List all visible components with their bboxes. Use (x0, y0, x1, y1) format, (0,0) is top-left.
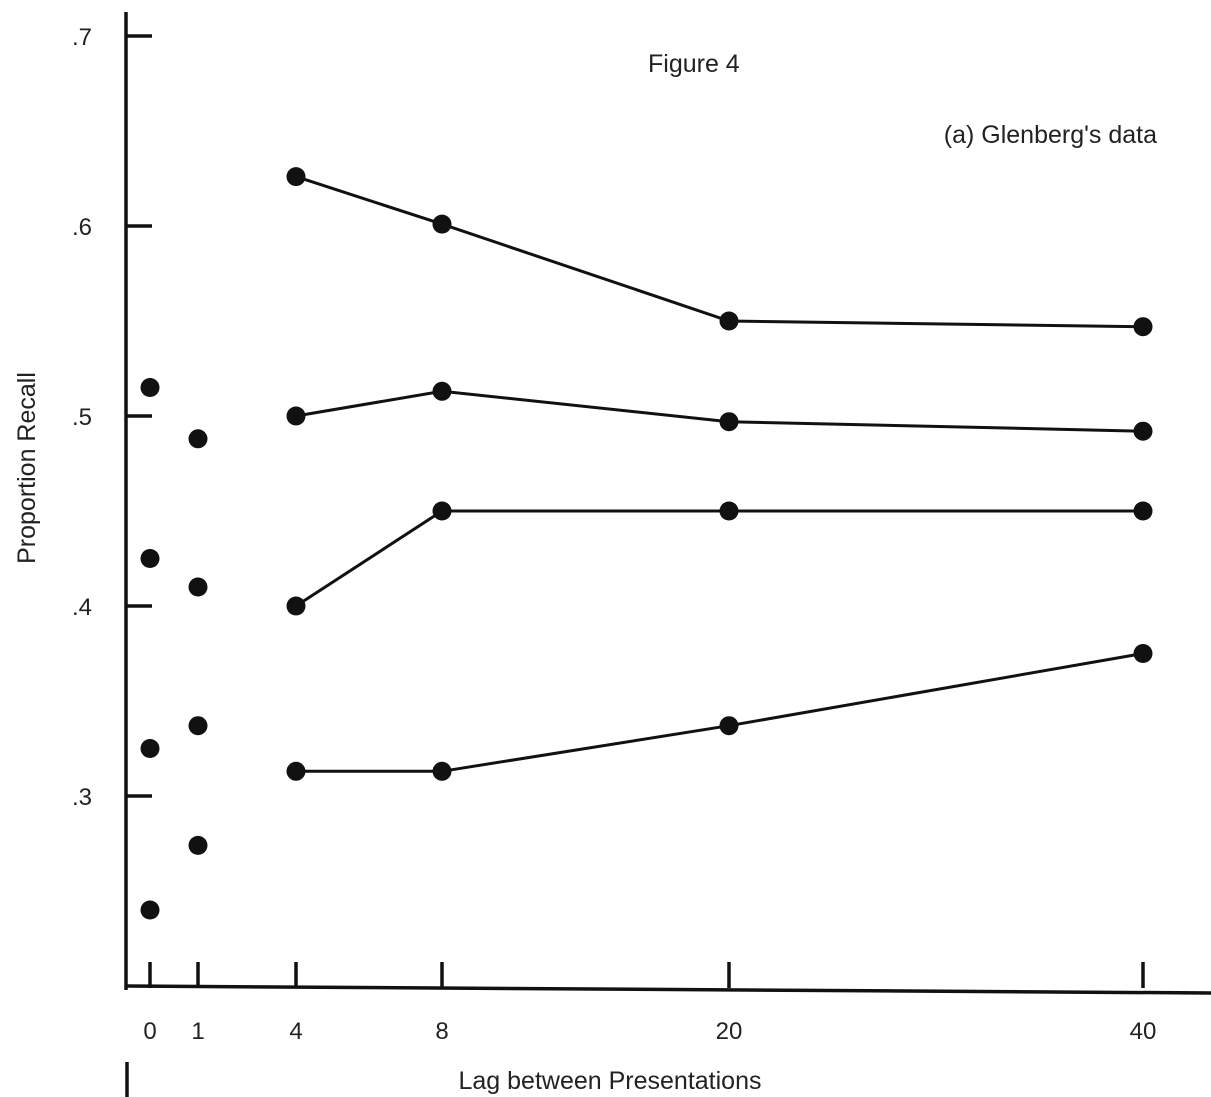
x-tick-label: 0 (143, 1018, 156, 1045)
data-point (1133, 421, 1153, 441)
data-point (1133, 644, 1153, 663)
x-tick-label: 40 (1130, 1018, 1157, 1045)
points-layer (140, 167, 1153, 920)
data-point (188, 429, 208, 449)
data-point (286, 596, 306, 616)
chart-title: Figure 4 (648, 50, 740, 78)
data-point (719, 716, 739, 736)
y-tick-label: .6 (72, 214, 92, 241)
y-tick-label: .5 (72, 404, 92, 431)
data-point (1133, 501, 1153, 521)
x-tick-label: 20 (716, 1018, 743, 1045)
x-tick-label: 4 (289, 1018, 302, 1045)
y-tick-label: .3 (72, 784, 92, 811)
y-tick-label: .4 (72, 594, 92, 621)
data-point (286, 406, 306, 426)
data-point (432, 381, 452, 401)
chart-subtitle: (a) Glenberg's data (944, 121, 1157, 149)
series-line (295, 175, 1144, 329)
y-axis-label: Proportion Recall (13, 372, 41, 564)
data-point (432, 761, 452, 781)
data-point (188, 577, 208, 597)
data-point (188, 716, 208, 736)
series-line (296, 652, 1144, 773)
data-point (140, 378, 160, 397)
data-point (719, 501, 739, 521)
data-point (719, 412, 739, 432)
series-line (295, 509, 1143, 608)
data-point (432, 214, 452, 234)
series-lines-layer (295, 175, 1144, 773)
data-point (432, 501, 452, 521)
data-point (719, 311, 739, 331)
x-axis (125, 984, 1211, 995)
data-point (140, 900, 160, 920)
series-line (295, 389, 1144, 433)
x-tick-label: 1 (191, 1018, 204, 1045)
data-point (188, 835, 208, 855)
data-point (286, 167, 306, 187)
data-point (140, 549, 160, 568)
data-point (1133, 317, 1153, 337)
tick-layer (126, 34, 1145, 988)
x-tick-label: 8 (435, 1018, 448, 1045)
data-point (140, 739, 160, 758)
y-tick-label: .7 (72, 24, 92, 51)
x-axis-label: Lag between Presentations (459, 1067, 762, 1095)
data-point (286, 761, 306, 781)
